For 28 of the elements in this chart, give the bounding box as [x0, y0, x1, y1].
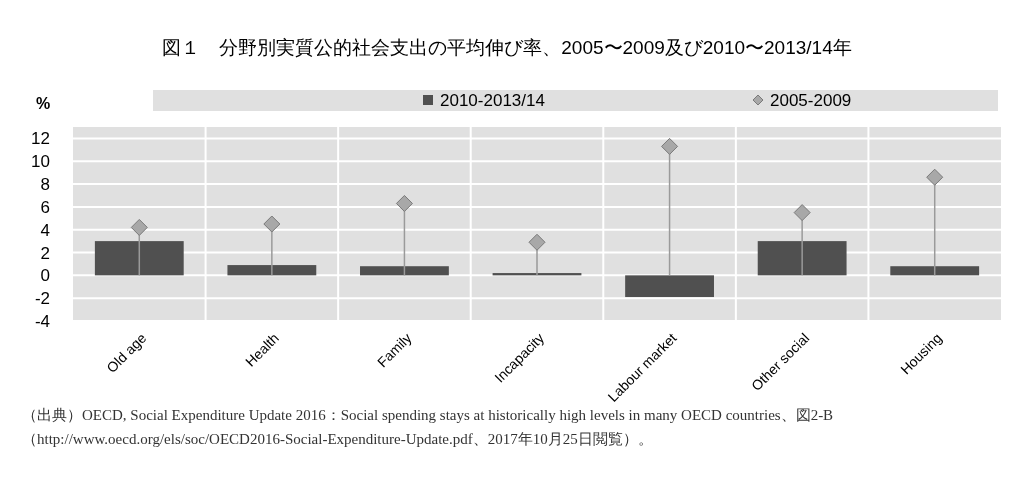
bar [94, 241, 184, 276]
y-tick-label: 2 [40, 243, 50, 263]
point [661, 137, 679, 155]
y-tick-label: -4 [34, 312, 50, 331]
point [130, 218, 148, 236]
y-tick-label: 10 [31, 152, 50, 172]
y-tick-label: 12 [31, 129, 50, 149]
bar [625, 275, 714, 298]
legend-label: 2005-2009 [770, 91, 852, 110]
point [793, 204, 811, 222]
bar [890, 266, 980, 276]
bar [757, 241, 847, 276]
y-tick-label: 8 [40, 175, 50, 195]
y-tick-label: 4 [40, 220, 50, 240]
legend-label: 2010-2013/14 [440, 91, 545, 110]
text: （出典）OECD, Social Expenditure Update 2016：Social spending stays at historically high levels in many OECD countries、図2-B（http://www.oecd.org/els/soc/OECD2016-Social-Expenditure-Update.pdf、2017年10月25日閲覧）。 [22, 406, 835, 449]
chart-title: 図１ 分野別実質公的社会支出の平均伸び率、2005〜2009及び2010〜2013/14年 [162, 37, 852, 58]
y-tick-label: 0 [40, 266, 50, 286]
point [528, 233, 546, 251]
bar [360, 266, 449, 276]
y-tick-label: 6 [40, 197, 50, 217]
x-tick-label: Old age [103, 329, 150, 376]
y-tick-label: -2 [34, 289, 50, 309]
point [263, 215, 281, 233]
bar [227, 265, 317, 276]
point [395, 194, 413, 212]
y-axis-title: % [36, 95, 51, 112]
point [926, 168, 944, 186]
